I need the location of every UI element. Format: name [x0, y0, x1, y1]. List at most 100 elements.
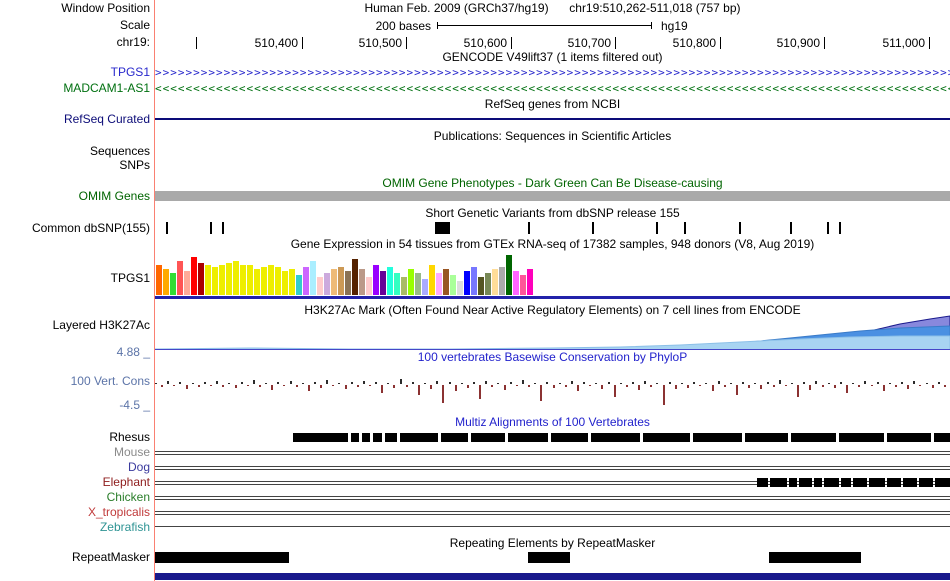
alignment-segment: [791, 433, 836, 442]
alignment-segment: [757, 478, 768, 487]
phylop-bar: [473, 382, 475, 384]
phylop-bar: [626, 385, 628, 387]
sequences-label[interactable]: Sequences: [89, 144, 150, 158]
dbsnp-title[interactable]: Short Genetic Variants from dbSNP releas…: [425, 206, 680, 220]
phylop-bar: [553, 385, 555, 388]
chrom-label: chr19:: [116, 35, 150, 49]
phylop-bar: [797, 385, 799, 397]
multiz-row-elephant[interactable]: [155, 477, 950, 489]
phylop-label[interactable]: 100 Vert. Cons: [70, 374, 150, 388]
h3k27ac-title[interactable]: H3K27Ac Mark (Often Found Near Active Re…: [304, 303, 801, 317]
snps-label[interactable]: SNPs: [119, 158, 150, 172]
phylop-bar: [491, 385, 493, 387]
phylop-bar: [877, 382, 879, 384]
gene-strand-arrows-madcam1-as1[interactable]: <<<<<<<<<<<<<<<<<<<<<<<<<<<<<<<<<<<<<<<<…: [155, 82, 950, 95]
multiz-row-zebrafish[interactable]: [155, 522, 950, 534]
phylop-bar: [247, 385, 249, 386]
phylop-bar: [210, 385, 212, 386]
scale-bar: [437, 25, 652, 26]
alignment-baseline: [155, 481, 950, 482]
repeatmasker-title[interactable]: Repeating Elements by RepeatMasker: [449, 536, 656, 550]
phylop-bar: [803, 382, 805, 384]
phylop-bar: [418, 385, 420, 395]
refseq-curated-label[interactable]: RefSeq Curated: [63, 112, 150, 126]
window-position-label: Window Position: [61, 1, 150, 15]
gencode-title[interactable]: GENCODE V49lift37 (1 items filtered out): [442, 50, 663, 64]
multiz-row-x-tropicalis[interactable]: [155, 507, 950, 519]
species-label-mouse[interactable]: Mouse: [113, 445, 150, 459]
gene-label-tpgs1[interactable]: TPGS1: [110, 65, 150, 79]
dbsnp-label[interactable]: Common dbSNP(155): [31, 221, 150, 235]
phylop-bar: [308, 385, 310, 391]
publications-title[interactable]: Publications: Sequences in Scientific Ar…: [433, 129, 672, 143]
repeatmasker-label[interactable]: RepeatMasker: [71, 550, 150, 564]
scale-bar-right-tick: [651, 22, 652, 29]
alignment-baseline: [155, 466, 950, 467]
multiz-row-chicken[interactable]: [155, 492, 950, 504]
alignment-baseline: [155, 514, 950, 515]
phylop-bar: [436, 381, 438, 384]
gtex-bar: [205, 265, 211, 295]
h3k27ac-chart[interactable]: [155, 312, 950, 350]
dbsnp-track[interactable]: [155, 222, 950, 234]
phylop-bar: [577, 385, 579, 391]
gtex-bar: [226, 263, 232, 295]
gtex-gene-label[interactable]: TPGS1: [110, 271, 150, 285]
species-label-rhesus[interactable]: Rhesus: [109, 430, 150, 444]
omim-gene-bar[interactable]: [155, 191, 950, 201]
alignment-segment: [789, 478, 797, 487]
refseq-title[interactable]: RefSeq genes from NCBI: [484, 97, 621, 111]
alignment-segment: [814, 478, 822, 487]
gtex-title[interactable]: Gene Expression in 54 tissues from GTEx …: [290, 237, 815, 251]
ruler-tick: [929, 37, 930, 49]
species-label-elephant[interactable]: Elephant: [102, 475, 150, 489]
phylop-bar: [773, 385, 775, 387]
phylop-bar: [442, 385, 444, 403]
gtex-bar: [177, 261, 183, 295]
refseq-curated-line[interactable]: [155, 118, 950, 120]
ruler-tick-label: 510,600: [463, 36, 507, 50]
phylop-bar: [259, 385, 261, 387]
phylop-bar: [449, 382, 451, 384]
phylop-track[interactable]: [155, 362, 950, 408]
phylop-bar: [400, 379, 402, 384]
alignment-segment: [919, 478, 933, 487]
ruler-track[interactable]: 510,400 510,500 510,600 510,700 510,800 510,9…: [0, 36, 950, 50]
omim-title[interactable]: OMIM Gene Phenotypes - Dark Green Can Be…: [382, 176, 723, 190]
alignment-segment: [887, 433, 931, 442]
gtex-bar: [247, 265, 253, 295]
phylop-bar: [871, 385, 873, 386]
gene-label-madcam1-as1[interactable]: MADCAM1-AS1: [63, 81, 150, 95]
phylop-bar: [889, 383, 891, 384]
phylop-title[interactable]: 100 vertebrates Basewise Conservation by…: [417, 350, 688, 364]
repeat-box: [528, 552, 570, 563]
omim-genes-label[interactable]: OMIM Genes: [78, 189, 150, 203]
alignment-baseline: [155, 451, 950, 452]
phylop-bar: [326, 380, 328, 384]
phylop-bar: [754, 383, 756, 384]
multiz-title[interactable]: Multiz Alignments of 100 Vertebrates: [455, 415, 650, 429]
phylop-bar: [387, 383, 389, 384]
alignment-segment: [824, 478, 839, 487]
multiz-row-dog[interactable]: [155, 462, 950, 474]
phylop-bar: [320, 385, 322, 388]
gtex-bars[interactable]: [155, 255, 950, 295]
gtex-bar: [296, 275, 302, 295]
scale-bar-left-tick: [437, 22, 438, 29]
phylop-bar: [204, 382, 206, 384]
ruler-tick-label: 510,500: [358, 36, 402, 50]
h3k27ac-label[interactable]: Layered H3K27Ac: [52, 318, 150, 332]
gene-strand-arrows-tpgs1[interactable]: >>>>>>>>>>>>>>>>>>>>>>>>>>>>>>>>>>>>>>>>…: [155, 66, 950, 79]
species-label-x-tropicalis[interactable]: X_tropicalis: [87, 505, 150, 519]
phylop-bar: [510, 382, 512, 384]
multiz-row-rhesus[interactable]: [155, 432, 950, 444]
repeatmasker-track[interactable]: [155, 552, 950, 563]
multiz-row-mouse[interactable]: [155, 447, 950, 459]
gtex-bar: [198, 263, 204, 295]
phylop-bar: [332, 385, 334, 386]
gtex-bar: [380, 271, 386, 295]
species-label-dog[interactable]: Dog: [127, 460, 150, 474]
gtex-bar: [170, 273, 176, 295]
species-label-zebrafish[interactable]: Zebrafish: [99, 520, 150, 534]
species-label-chicken[interactable]: Chicken: [106, 490, 150, 504]
